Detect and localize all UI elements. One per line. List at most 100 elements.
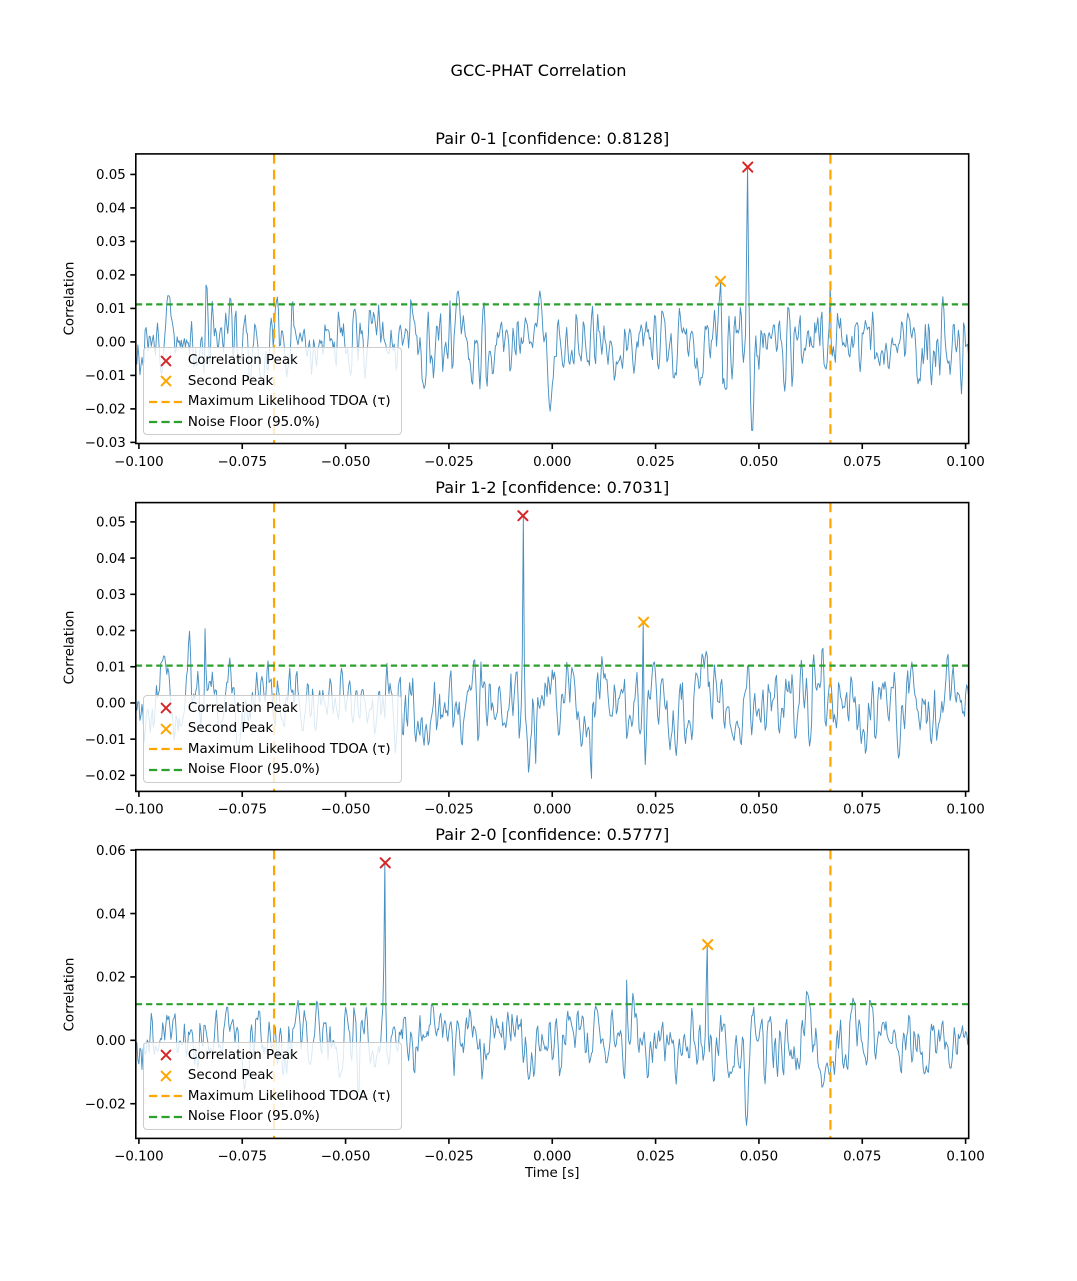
legend-row: Maximum Likelihood TDOA (τ) bbox=[144, 391, 395, 412]
figure-title: GCC-PHAT Correlation bbox=[450, 61, 627, 80]
x-tick-label: 0.075 bbox=[843, 1150, 881, 1165]
y-tick-label: 0.04 bbox=[96, 202, 126, 217]
legend-label: Second Peak bbox=[187, 721, 274, 737]
y-tick-label: 0.04 bbox=[96, 552, 126, 567]
subplot-title-pair-2-0: Pair 2-0 [confidence: 0.5777] bbox=[435, 824, 670, 844]
y-tick-label: −0.03 bbox=[85, 436, 126, 451]
x-tick-label: 0.025 bbox=[636, 803, 674, 818]
legend-label: Correlation Peak bbox=[187, 1047, 298, 1063]
legend-x-marker-icon bbox=[144, 701, 188, 715]
legend-label: Maximum Likelihood TDOA (τ) bbox=[187, 741, 391, 757]
legend-x-marker-icon bbox=[144, 1048, 188, 1062]
x-tick-label: −0.100 bbox=[114, 1150, 164, 1165]
y-tick-label: 0.05 bbox=[96, 168, 126, 183]
x-tick-label: −0.025 bbox=[424, 803, 474, 818]
legend-label: Maximum Likelihood TDOA (τ) bbox=[187, 1088, 391, 1104]
legend-label: Maximum Likelihood TDOA (τ) bbox=[187, 394, 391, 410]
x-tick-label: 0.000 bbox=[533, 1150, 571, 1165]
legend-label: Noise Floor (95.0%) bbox=[187, 414, 320, 430]
legend-marker-path bbox=[160, 1070, 172, 1082]
legend-0: Correlation Peak Second Peak Maximum Likel… bbox=[142, 347, 402, 436]
x-tick-label: 0.050 bbox=[740, 455, 778, 470]
y-tick-label: −0.01 bbox=[85, 733, 126, 748]
legend-row: Noise Floor (95.0%) bbox=[144, 760, 395, 781]
y-tick-label: 0.00 bbox=[96, 336, 126, 351]
x-tick-label: 0.075 bbox=[843, 455, 881, 470]
y-tick-label: −0.02 bbox=[85, 403, 126, 418]
y-tick-label: 0.05 bbox=[96, 516, 126, 531]
legend-row: Second Peak bbox=[144, 371, 395, 392]
legend-label: Second Peak bbox=[187, 1068, 274, 1084]
x-tick-label: −0.050 bbox=[321, 803, 371, 818]
y-tick-label: 0.01 bbox=[96, 302, 126, 317]
legend-row: Second Peak bbox=[144, 1066, 395, 1087]
legend-row: Correlation Peak bbox=[144, 350, 395, 371]
y-tick-label: 0.04 bbox=[96, 907, 126, 922]
y-tick-label: 0.02 bbox=[96, 971, 126, 986]
subplot-0-1: −0.100 −0.075 −0.050 −0.025 0.000 0.025 0.050 0… bbox=[85, 153, 985, 470]
y-tick-label: 0.00 bbox=[96, 1034, 126, 1049]
x-tick-label: 0.100 bbox=[946, 1150, 984, 1165]
legend-dash-icon bbox=[144, 763, 188, 777]
legend-2: Correlation Peak Second Peak Maximum Likel… bbox=[142, 1042, 402, 1131]
y-tick-label: 0.06 bbox=[96, 844, 126, 859]
x-tick-label: −0.100 bbox=[114, 803, 164, 818]
legend-marker-path bbox=[160, 355, 172, 366]
legend-label: Second Peak bbox=[187, 373, 274, 389]
correlation-peak-marker bbox=[742, 161, 754, 173]
y-tick-label: 0.03 bbox=[96, 235, 126, 250]
second-peak-marker bbox=[638, 616, 650, 628]
legend-label: Correlation Peak bbox=[187, 353, 298, 369]
legend-1: Correlation Peak Second Peak Maximum Likel… bbox=[142, 695, 402, 784]
x-tick-label: 0.000 bbox=[533, 455, 571, 470]
legend-row: Correlation Peak bbox=[144, 1045, 395, 1066]
x-tick-label: 0.025 bbox=[636, 455, 674, 470]
x-tick-label: 0.000 bbox=[533, 803, 571, 818]
x-tick-label: −0.075 bbox=[217, 455, 267, 470]
legend-x-marker-icon bbox=[144, 374, 188, 388]
legend-label: Noise Floor (95.0%) bbox=[187, 1109, 320, 1125]
x-axis-label: Time [s] bbox=[525, 1166, 580, 1182]
legend-dash-icon bbox=[144, 1089, 188, 1103]
x-tick-label: −0.050 bbox=[321, 1150, 371, 1165]
correlation-peak-marker bbox=[379, 857, 391, 869]
legend-x-marker-icon bbox=[144, 722, 188, 736]
y-tick-label: 0.01 bbox=[96, 661, 126, 676]
subplot-1-2: −0.100 −0.075 −0.050 −0.025 0.000 0.025 0.050 0… bbox=[85, 501, 985, 818]
legend-row: Second Peak bbox=[144, 719, 395, 740]
subplot-title-pair-1-2: Pair 1-2 [confidence: 0.7031] bbox=[435, 477, 670, 497]
x-tick-label: 0.075 bbox=[843, 803, 881, 818]
legend-label: Correlation Peak bbox=[187, 700, 298, 716]
legend-row: Noise Floor (95.0%) bbox=[144, 1107, 395, 1128]
legend-row: Maximum Likelihood TDOA (τ) bbox=[144, 739, 395, 760]
y-tick-label: 0.02 bbox=[96, 624, 126, 639]
legend-marker-path bbox=[160, 1050, 172, 1061]
y-tick-label: 0.02 bbox=[96, 269, 126, 284]
subplot-title-pair-0-1: Pair 0-1 [confidence: 0.8128] bbox=[435, 129, 670, 149]
legend-marker-path bbox=[160, 723, 172, 735]
x-tick-label: −0.025 bbox=[424, 455, 474, 470]
x-tick-label: −0.025 bbox=[424, 1150, 474, 1165]
x-tick-label: −0.050 bbox=[321, 455, 371, 470]
subplot-2-0: −0.100 −0.075 −0.050 −0.025 0.000 0.025 0.050 0… bbox=[85, 844, 985, 1165]
legend-marker-path bbox=[160, 375, 172, 387]
legend-x-marker-icon bbox=[144, 354, 188, 368]
x-tick-label: 0.050 bbox=[740, 1150, 778, 1165]
legend-dash-icon bbox=[144, 1110, 188, 1124]
y-axis-label-0: Correlation bbox=[62, 261, 78, 336]
legend-row: Maximum Likelihood TDOA (τ) bbox=[144, 1086, 395, 1107]
legend-x-marker-icon bbox=[144, 1069, 188, 1083]
y-tick-label: 0.00 bbox=[96, 697, 126, 712]
x-tick-label: 0.100 bbox=[946, 455, 984, 470]
second-peak-marker bbox=[714, 275, 727, 287]
legend-marker-path bbox=[160, 703, 172, 714]
y-tick-label: −0.01 bbox=[85, 369, 126, 384]
legend-dash-icon bbox=[144, 415, 188, 429]
legend-label: Noise Floor (95.0%) bbox=[187, 762, 320, 778]
legend-row: Correlation Peak bbox=[144, 698, 395, 719]
legend-dash-icon bbox=[144, 395, 188, 409]
legend-row: Noise Floor (95.0%) bbox=[144, 412, 395, 433]
legend-dash-icon bbox=[144, 742, 188, 756]
